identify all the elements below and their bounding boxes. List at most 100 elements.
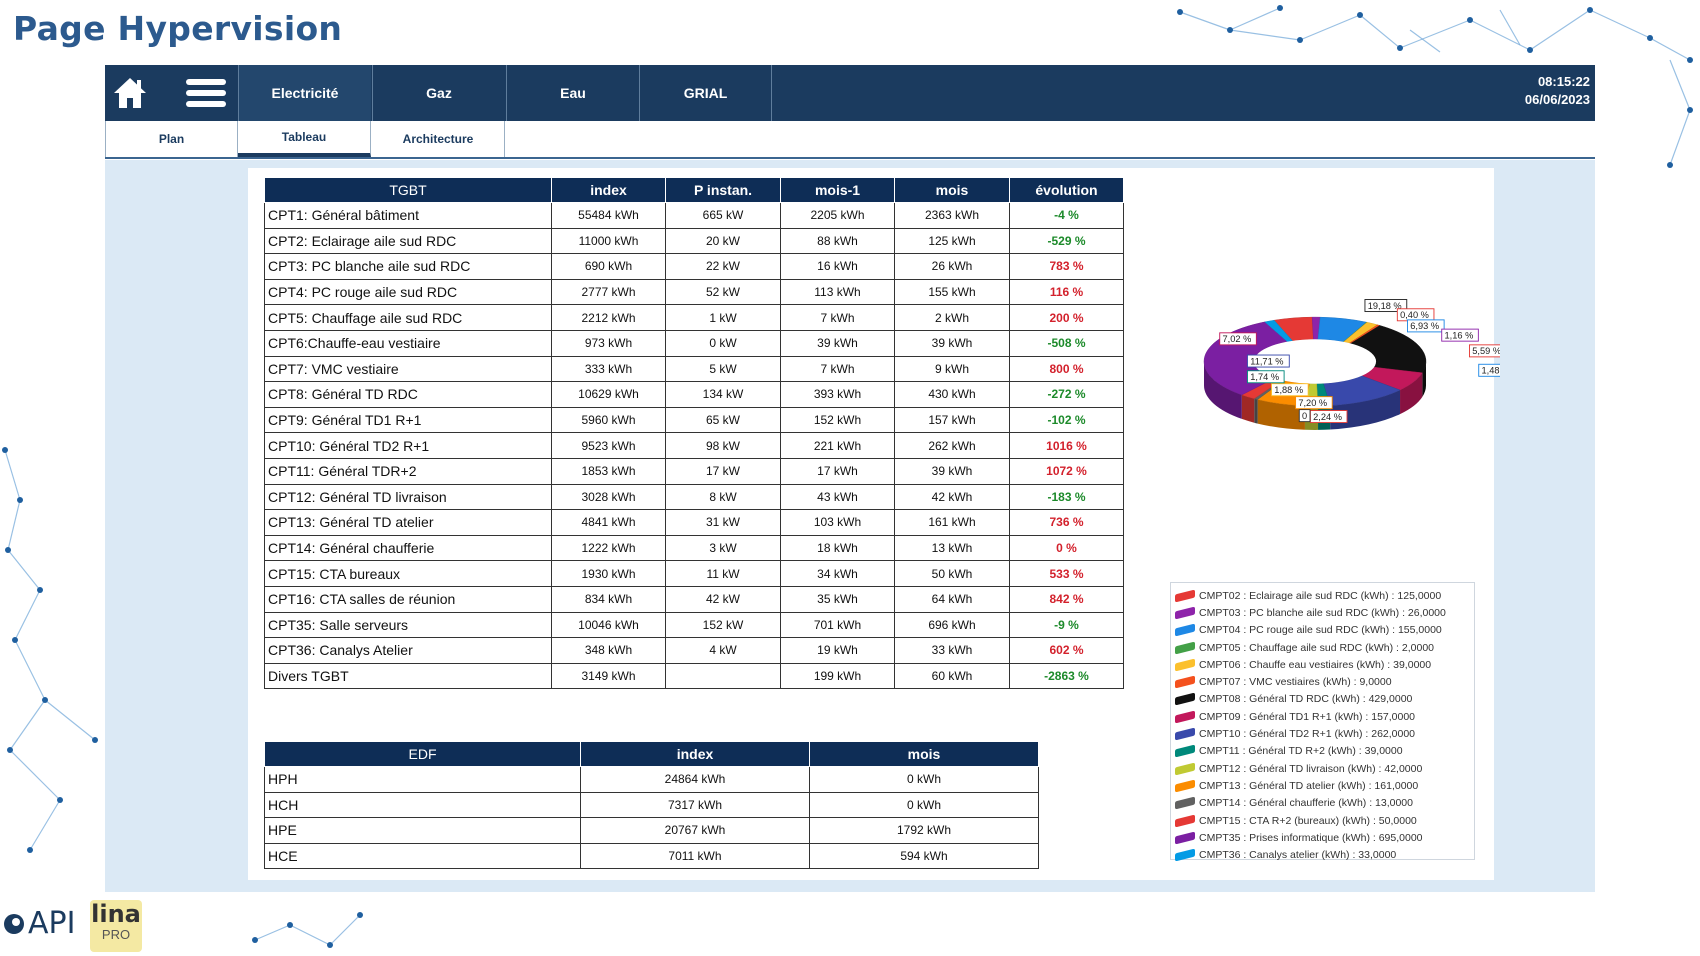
tab-grial[interactable]: GRIAL — [639, 65, 772, 121]
table-cell: 22 kW — [665, 253, 781, 280]
table-cell: 16 kWh — [780, 253, 895, 280]
slice-label: 5,59 % — [1469, 344, 1500, 358]
slice-label: 0 — [1298, 409, 1311, 423]
table-cell: 333 kWh — [551, 355, 666, 383]
table-cell: 31 kW — [665, 509, 781, 536]
slice-label: 7,02 % — [1219, 332, 1257, 346]
legend-item[interactable]: CMPT09 : Général TD1 R+1 (kWh) : 157,000… — [1175, 708, 1474, 725]
row-label: CPT12: Général TD livraison — [264, 483, 552, 511]
evolution-cell: 1016 % — [1009, 432, 1124, 459]
slice-label: 7,20 % — [1295, 396, 1333, 410]
table-row: CPT12: Général TD livraison 3028 kWh 8 kW 4… — [264, 483, 1124, 511]
table-row: CPT13: Général TD atelier 4841 kWh 31 kW 10… — [264, 509, 1124, 536]
table-cell: 1853 kWh — [551, 457, 666, 485]
table-cell: 33 kWh — [894, 637, 1010, 664]
legend-item[interactable]: CMPT02 : Eclairage aile sud RDC (kWh) : … — [1175, 587, 1474, 604]
table-cell: 103 kWh — [780, 509, 895, 536]
table-cell: 52 kW — [665, 278, 781, 306]
table-cell: 7317 kWh — [580, 791, 810, 819]
lina-logo-text: lina — [91, 900, 141, 928]
api-logo-text: API — [28, 906, 76, 941]
table-cell: 10629 kWh — [551, 381, 666, 408]
legend-item[interactable]: CMPT36 : Canalys atelier (kWh) : 33,0000 — [1175, 846, 1474, 863]
subtab-plan[interactable]: Plan — [105, 121, 238, 157]
legend-label: CMPT05 : Chauffage aile sud RDC (kWh) : … — [1199, 641, 1434, 654]
menu-button[interactable] — [181, 65, 231, 121]
slice-label-text: 0,40 % — [1400, 310, 1429, 320]
table-cell: 65 kW — [665, 406, 781, 434]
table-cell: 430 kWh — [894, 381, 1010, 408]
slice-label-text: 19,18 % — [1368, 301, 1402, 311]
legend-item[interactable]: CMPT08 : Général TD RDC (kWh) : 429,0000 — [1175, 691, 1474, 708]
table-row: CPT36: Canalys Atelier 348 kWh 4 kW 19 kWh 3… — [264, 637, 1124, 664]
table-cell: 9523 kWh — [551, 432, 666, 459]
slice-label-text: 11,71 % — [1250, 356, 1283, 366]
legend-item[interactable]: CMPT03 : PC blanche aile sud RDC (kWh) :… — [1175, 604, 1474, 621]
table-cell: 0 kWh — [809, 766, 1039, 793]
evolution-cell: 1072 % — [1009, 457, 1124, 485]
evolution-cell: -102 % — [1009, 406, 1124, 434]
legend-item[interactable]: CMPT13 : Général TD atelier (kWh) : 161,… — [1175, 777, 1474, 794]
evolution-cell: -4 % — [1009, 202, 1124, 229]
slice-label: 2,24 % — [1309, 410, 1348, 424]
donut-slice-side — [1422, 361, 1426, 397]
legend-label: CMPT03 : PC blanche aile sud RDC (kWh) :… — [1199, 606, 1446, 619]
row-label: CPT8: Général TD RDC — [264, 381, 552, 408]
page-title: Page Hypervision — [13, 9, 343, 48]
table-cell: 42 kWh — [894, 483, 1010, 511]
subtab-architecture[interactable]: Architecture — [372, 121, 505, 157]
row-label: CPT5: Chauffage aile sud RDC — [264, 304, 552, 331]
row-label: CPT16: CTA salles de réunion — [264, 585, 552, 613]
table-cell: 1222 kWh — [551, 534, 666, 562]
table-cell: 1 kW — [665, 304, 781, 331]
table-row: CPT7: VMC vestiaire 333 kWh 5 kW 7 kWh 9 kWh… — [264, 355, 1124, 383]
legend-item[interactable]: CMPT05 : Chauffage aile sud RDC (kWh) : … — [1175, 639, 1474, 656]
table-cell: 4841 kWh — [551, 509, 666, 536]
tab-eau[interactable]: Eau — [506, 65, 639, 121]
table-cell: 0 kWh — [809, 791, 1039, 819]
table-row: CPT9: Général TD1 R+1 5960 kWh 65 kW 152 kW… — [264, 406, 1124, 434]
slice-label-box — [1441, 328, 1479, 342]
table-cell: 11000 kWh — [551, 227, 666, 255]
legend-item[interactable]: CMPT11 : Général TD R+2 (kWh) : 39,0000 — [1175, 743, 1474, 760]
home-button[interactable] — [105, 65, 155, 121]
menu-icon — [186, 79, 226, 107]
legend-swatch — [1175, 675, 1195, 689]
table-cell: 17 kWh — [780, 457, 895, 485]
api-logo-mark-icon — [4, 913, 24, 934]
legend-label: CMPT35 : Prises informatique (kWh) : 695… — [1199, 831, 1423, 844]
table-cell: 1930 kWh — [551, 560, 666, 587]
table-cell: 152 kW — [665, 611, 781, 639]
tab-gaz[interactable]: Gaz — [372, 65, 505, 121]
legend-item[interactable]: CMPT35 : Prises informatique (kWh) : 695… — [1175, 829, 1474, 846]
api-logo: API — [2, 906, 75, 941]
legend-item[interactable]: CMPT10 : Général TD2 R+1 (kWh) : 262,000… — [1175, 725, 1474, 742]
slice-label-text: 1,48 % — [1482, 366, 1501, 376]
legend-item[interactable]: CMPT14 : Général chaufferie (kWh) : 13,0… — [1175, 795, 1474, 812]
donut-slice-side — [1330, 390, 1401, 430]
table-row: CPT10: Général TD2 R+1 9523 kWh 98 kW 221 k… — [264, 432, 1124, 459]
table-cell: 696 kWh — [894, 611, 1010, 639]
legend-item[interactable]: CMPT15 : CTA R+2 (bureaux) (kWh) : 50,00… — [1175, 812, 1474, 829]
slice-label-box — [1298, 409, 1311, 423]
row-label: CPT4: PC rouge aile sud RDC — [264, 278, 552, 306]
subtab-tableau[interactable]: Tableau — [238, 121, 371, 157]
table-cell: 348 kWh — [551, 637, 666, 664]
legend-swatch — [1175, 606, 1195, 620]
legend-item[interactable]: CMPT04 : PC rouge aile sud RDC (kWh) : 1… — [1175, 622, 1474, 639]
table-cell: 39 kWh — [894, 457, 1010, 485]
evolution-cell: -529 % — [1009, 227, 1124, 255]
legend-label: CMPT04 : PC rouge aile sud RDC (kWh) : 1… — [1199, 624, 1442, 637]
table-cell: 5 kW — [665, 355, 781, 383]
evolution-cell: 0 % — [1009, 534, 1124, 562]
table-cell: 701 kWh — [780, 611, 895, 639]
legend-item[interactable]: CMPT12 : Général TD livraison (kWh) : 42… — [1175, 760, 1474, 777]
legend-swatch — [1175, 814, 1195, 827]
table-cell: 2777 kWh — [551, 278, 666, 306]
legend-item[interactable]: CMPT06 : Chauffe eau vestiaires (kWh) : … — [1175, 656, 1474, 673]
tab-electricite[interactable]: Electricité — [238, 65, 371, 121]
legend-item[interactable]: CMPT07 : VMC vestiaires (kWh) : 9,0000 — [1175, 673, 1474, 690]
row-label: CPT3: PC blanche aile sud RDC — [264, 253, 552, 280]
table-cell: 221 kWh — [780, 432, 895, 459]
table-row: HCH 7317 kWh 0 kWh — [264, 791, 1039, 819]
